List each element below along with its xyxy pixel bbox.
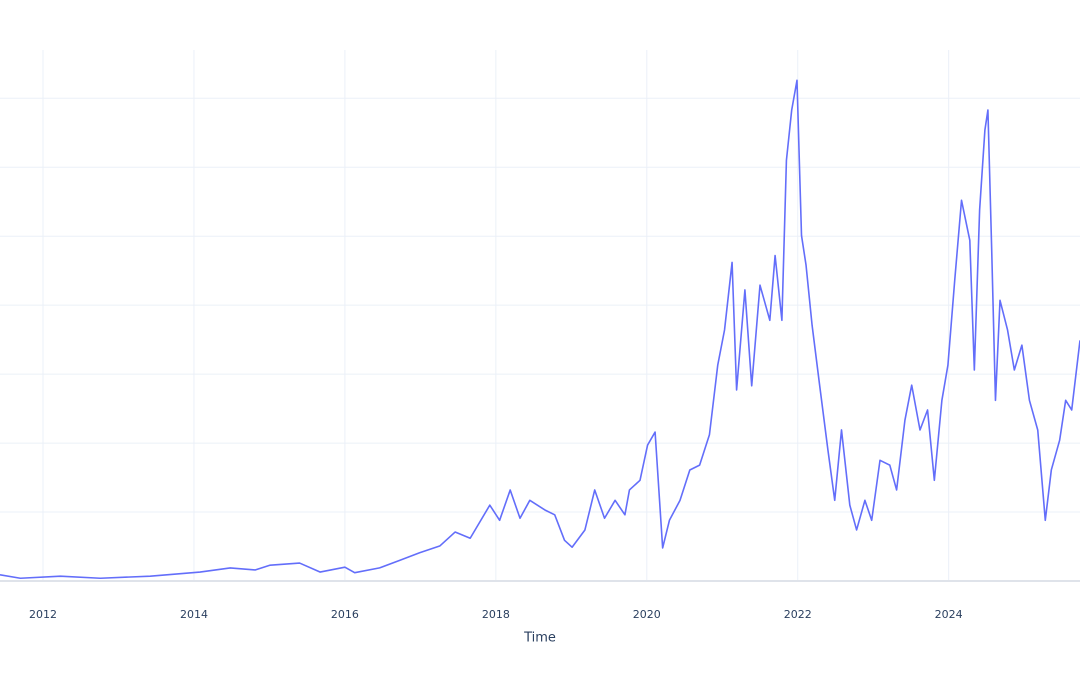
x-tick-label: 2024 (935, 608, 963, 621)
x-tick-label: 2016 (331, 608, 359, 621)
x-axis-title: Time (523, 631, 556, 646)
x-tick-label: 2020 (633, 608, 661, 621)
x-tick-label: 2018 (482, 608, 510, 621)
line (0, 79, 1080, 580)
x-tick-label: 2014 (180, 608, 208, 621)
x-tick-label: 2022 (784, 608, 812, 621)
x-tick-label: 2012 (29, 608, 57, 621)
